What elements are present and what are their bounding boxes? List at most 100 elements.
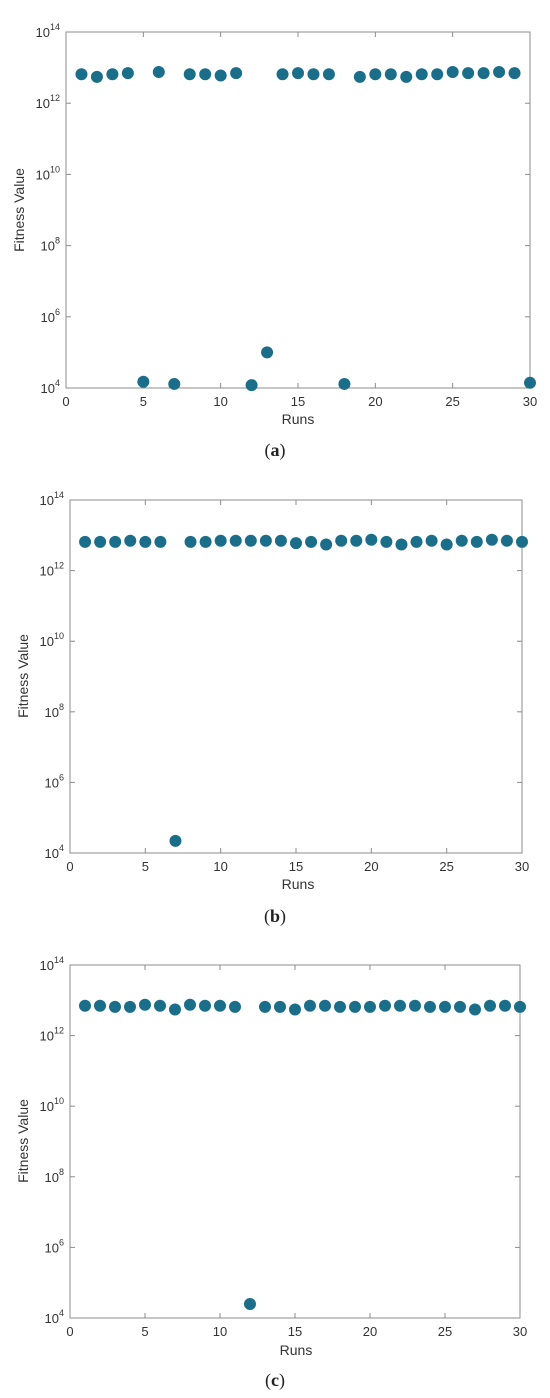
- data-point-b: [500, 534, 513, 547]
- data-point-a: [168, 377, 181, 390]
- scatter-chart-a: 0 5 10 15 20 25 30 104 106 108 1010 1012 1014 Runs Fit…: [11, 22, 537, 427]
- data-point-b: [199, 535, 212, 548]
- x-tick-label-a: 5: [140, 394, 147, 409]
- y-axis-label-b: Fitness Value: [15, 634, 31, 718]
- data-point-a: [245, 379, 258, 392]
- data-point-c: [349, 1000, 361, 1013]
- data-point-b: [109, 535, 122, 548]
- x-tick-label-a: 20: [368, 394, 382, 409]
- data-point-a: [400, 70, 413, 83]
- data-point-c: [319, 999, 331, 1012]
- data-point-c: [274, 1000, 286, 1013]
- data-point-b: [335, 534, 348, 547]
- data-point-c: [199, 999, 211, 1012]
- data-point-a: [462, 67, 475, 80]
- data-point-c: [424, 1000, 436, 1013]
- plot-frame-a: [65, 31, 531, 389]
- data-point-c: [499, 999, 511, 1012]
- x-tick-label-a: 25: [445, 394, 459, 409]
- chart-panel-a: 0 5 10 15 20 25 30 104 106 108 1010 1012 1014 Runs Fit…: [0, 0, 550, 430]
- x-axis-label-c: Runs: [280, 1342, 313, 1358]
- data-point-a: [276, 68, 289, 81]
- data-point-c: [229, 1000, 241, 1013]
- x-tick-label-a: 10: [213, 394, 227, 409]
- data-point-c: [244, 1297, 256, 1310]
- data-point-c: [184, 998, 196, 1011]
- data-point-b: [154, 535, 167, 548]
- data-point-c: [109, 1000, 121, 1013]
- x-tick-label-a: 30: [523, 394, 537, 409]
- x-axis-label-a: Runs: [282, 411, 315, 427]
- data-point-a: [199, 68, 212, 81]
- data-point-c: [94, 999, 106, 1012]
- data-point-a: [230, 67, 243, 80]
- data-point-c: [79, 999, 91, 1012]
- data-point-a: [353, 70, 366, 83]
- chart-panel-c: 0 5 10 15 20 25 30 104 106 108 1010 1012 1014 Runs Fit…: [0, 945, 550, 1365]
- data-point-a: [90, 70, 103, 83]
- data-point-a: [508, 67, 521, 80]
- y-tick-label-b: 1014: [40, 490, 64, 508]
- caption-c: (c): [265, 1370, 285, 1390]
- data-point-b: [485, 533, 498, 546]
- x-tick-label-b: 25: [439, 859, 453, 874]
- data-point-a: [384, 68, 397, 81]
- data-point-c: [169, 1003, 181, 1016]
- data-point-a: [106, 68, 119, 81]
- data-point-c: [484, 999, 496, 1012]
- data-point-a: [477, 67, 490, 80]
- y-tick-label-b: 106: [45, 772, 64, 790]
- scatter-chart-c: 0 5 10 15 20 25 30 104 106 108 1010 1012 1014 Runs Fit…: [15, 955, 527, 1358]
- x-tick-label-c: 25: [438, 1324, 452, 1339]
- x-tick-label-c: 5: [141, 1324, 148, 1339]
- caption-letter-b: b: [269, 906, 280, 926]
- data-point-a: [137, 375, 150, 388]
- y-tick-label-c: 1012: [40, 1026, 64, 1044]
- data-point-c: [304, 999, 316, 1012]
- data-point-c: [454, 1000, 466, 1013]
- caption-a: (a): [264, 440, 286, 460]
- data-point-c: [439, 1000, 451, 1013]
- caption-letter-a: a: [270, 440, 280, 460]
- data-point-c: [124, 1000, 136, 1013]
- data-point-b: [380, 535, 393, 548]
- data-point-a: [75, 68, 88, 81]
- data-point-c: [469, 1003, 481, 1016]
- y-tick-label-b: 1012: [40, 561, 64, 579]
- x-tick-label-b: 0: [66, 859, 73, 874]
- data-point-b: [290, 537, 302, 550]
- data-point-a: [183, 68, 196, 81]
- y-tick-label-a: 106: [41, 307, 60, 325]
- x-tick-label-c: 0: [66, 1324, 73, 1339]
- data-point-a: [307, 68, 320, 81]
- y-tick-label-a: 1014: [36, 22, 60, 40]
- data-point-b: [320, 538, 333, 551]
- x-tick-label-b: 15: [289, 859, 303, 874]
- data-point-b: [259, 534, 272, 547]
- data-point-b: [516, 535, 528, 548]
- x-tick-label-a: 15: [291, 394, 305, 409]
- data-point-b: [79, 535, 92, 548]
- y-axis-label-a: Fitness Value: [11, 168, 27, 252]
- x-tick-label-b: 30: [515, 859, 529, 874]
- data-point-b: [455, 534, 468, 547]
- data-point-a: [446, 66, 459, 79]
- plot-frame-b: [69, 499, 523, 854]
- data-point-a: [415, 68, 428, 81]
- data-point-b: [365, 533, 378, 546]
- chart-panel-b: 0 5 10 15 20 25 30 104 106 108 1010 1012 1014 Runs Fit…: [0, 480, 550, 900]
- data-point-b: [470, 535, 483, 548]
- y-tick-label-a: 1012: [36, 93, 60, 111]
- data-point-c: [334, 1000, 346, 1013]
- data-point-c: [289, 1003, 301, 1016]
- data-point-b: [229, 534, 242, 547]
- x-tick-label-c: 10: [213, 1324, 227, 1339]
- y-tick-label-a: 104: [41, 378, 60, 396]
- data-point-c: [394, 999, 406, 1012]
- data-point-c: [139, 998, 151, 1011]
- data-point-c: [514, 1000, 526, 1013]
- data-point-a: [431, 68, 444, 81]
- x-tick-label-b: 5: [142, 859, 149, 874]
- y-tick-label-c: 106: [45, 1237, 64, 1255]
- data-point-c: [214, 999, 226, 1012]
